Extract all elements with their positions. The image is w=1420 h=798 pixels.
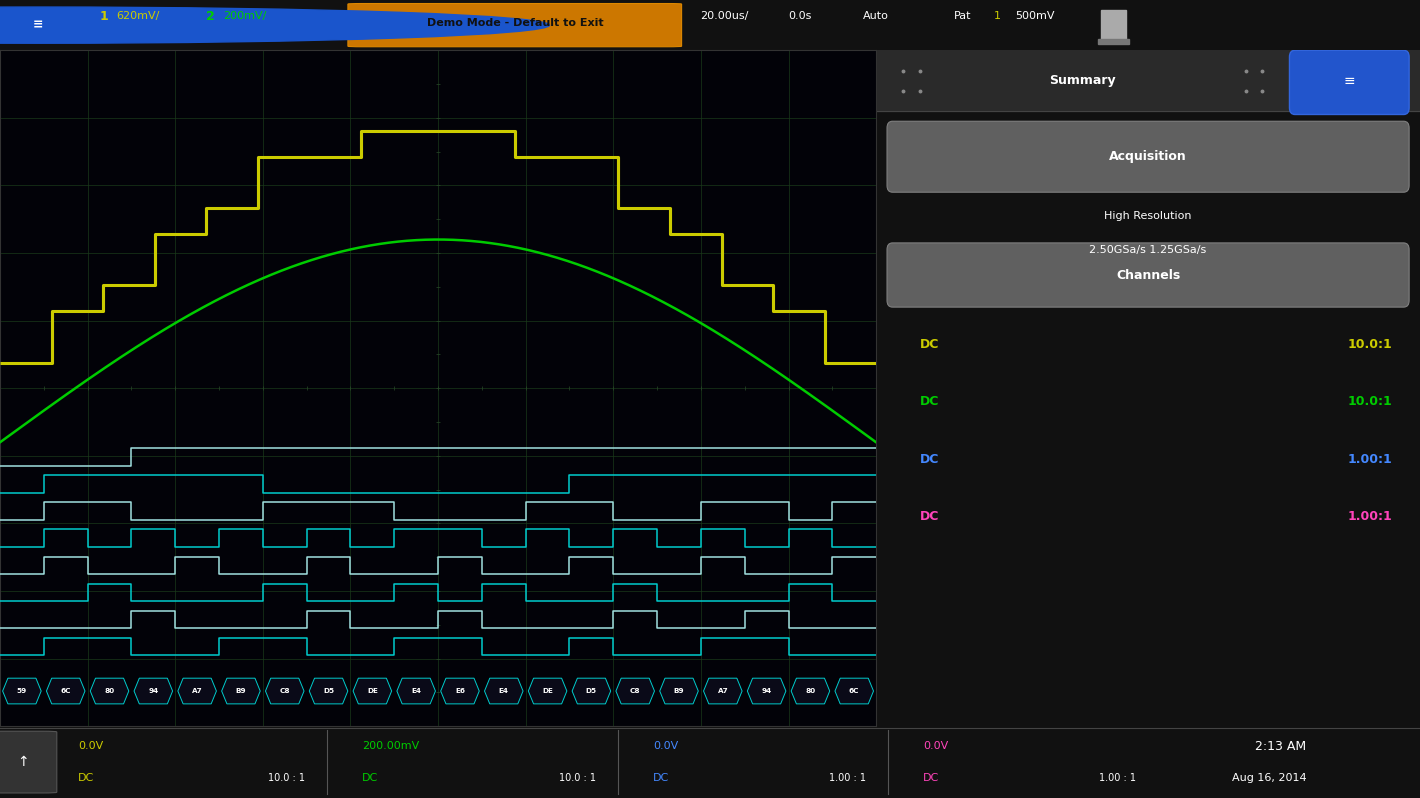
Text: 10.0:1: 10.0:1 bbox=[1348, 338, 1393, 351]
Bar bbox=[1100, 10, 1126, 43]
Text: 0.0s: 0.0s bbox=[788, 11, 811, 21]
Text: 1.00 : 1: 1.00 : 1 bbox=[1099, 773, 1136, 783]
FancyBboxPatch shape bbox=[0, 731, 57, 793]
Polygon shape bbox=[484, 678, 523, 704]
Text: E4: E4 bbox=[498, 688, 508, 694]
Text: Pat: Pat bbox=[954, 11, 971, 21]
Text: Auto: Auto bbox=[863, 11, 889, 21]
Text: DC: DC bbox=[923, 773, 939, 783]
Text: 94: 94 bbox=[148, 688, 159, 694]
Polygon shape bbox=[178, 678, 216, 704]
Polygon shape bbox=[266, 678, 304, 704]
Polygon shape bbox=[660, 678, 699, 704]
Text: D5: D5 bbox=[322, 688, 334, 694]
Text: 6C: 6C bbox=[61, 688, 71, 694]
Text: Acquisition: Acquisition bbox=[1109, 150, 1187, 163]
Text: Demo Mode - Default to Exit: Demo Mode - Default to Exit bbox=[427, 18, 604, 28]
Text: E6: E6 bbox=[454, 688, 464, 694]
Polygon shape bbox=[572, 678, 611, 704]
Polygon shape bbox=[3, 678, 41, 704]
Text: DC: DC bbox=[653, 773, 669, 783]
Text: 2:13 AM: 2:13 AM bbox=[1255, 740, 1306, 753]
Text: D5: D5 bbox=[586, 688, 596, 694]
Text: High Resolution: High Resolution bbox=[1105, 211, 1191, 221]
Text: DC: DC bbox=[920, 338, 939, 351]
Text: ≡: ≡ bbox=[1343, 73, 1355, 88]
Text: 0.0V: 0.0V bbox=[78, 741, 104, 751]
Polygon shape bbox=[747, 678, 785, 704]
Text: 20.00us/: 20.00us/ bbox=[700, 11, 748, 21]
Text: DE: DE bbox=[366, 688, 378, 694]
Text: 80: 80 bbox=[805, 688, 815, 694]
Text: 2: 2 bbox=[206, 10, 214, 22]
Bar bbox=[1098, 39, 1129, 44]
Polygon shape bbox=[354, 678, 392, 704]
Text: 1.00:1: 1.00:1 bbox=[1348, 452, 1393, 466]
Text: A7: A7 bbox=[192, 688, 203, 694]
Polygon shape bbox=[528, 678, 567, 704]
Text: 59: 59 bbox=[17, 688, 27, 694]
FancyBboxPatch shape bbox=[888, 243, 1409, 307]
Polygon shape bbox=[222, 678, 260, 704]
Text: B9: B9 bbox=[236, 688, 246, 694]
Text: C8: C8 bbox=[280, 688, 290, 694]
FancyBboxPatch shape bbox=[888, 121, 1409, 192]
Text: ↑: ↑ bbox=[17, 755, 28, 769]
Text: 0.0V: 0.0V bbox=[653, 741, 679, 751]
Text: DC: DC bbox=[920, 395, 939, 409]
Text: DC: DC bbox=[920, 510, 939, 523]
Text: B9: B9 bbox=[673, 688, 684, 694]
Text: DE: DE bbox=[542, 688, 552, 694]
Text: 6C: 6C bbox=[849, 688, 859, 694]
Text: 2.50GSa/s 1.25GSa/s: 2.50GSa/s 1.25GSa/s bbox=[1089, 245, 1207, 255]
Polygon shape bbox=[47, 678, 85, 704]
Text: 200.00mV: 200.00mV bbox=[362, 741, 419, 751]
Polygon shape bbox=[91, 678, 129, 704]
Text: 200mV/: 200mV/ bbox=[223, 11, 267, 21]
FancyBboxPatch shape bbox=[1289, 50, 1409, 114]
Circle shape bbox=[0, 7, 550, 43]
Text: 0.0V: 0.0V bbox=[923, 741, 949, 751]
Text: 500mV: 500mV bbox=[1015, 11, 1055, 21]
Text: 10.0:1: 10.0:1 bbox=[1348, 395, 1393, 409]
Text: 620mV/: 620mV/ bbox=[116, 11, 160, 21]
Polygon shape bbox=[835, 678, 873, 704]
Bar bbox=[876, 50, 1420, 111]
Text: 10.0 : 1: 10.0 : 1 bbox=[559, 773, 596, 783]
Text: E4: E4 bbox=[412, 688, 422, 694]
Polygon shape bbox=[398, 678, 436, 704]
Text: C8: C8 bbox=[630, 688, 640, 694]
FancyBboxPatch shape bbox=[348, 3, 682, 47]
Text: ≡: ≡ bbox=[33, 18, 44, 32]
Text: A7: A7 bbox=[717, 688, 728, 694]
Text: 1: 1 bbox=[994, 11, 1001, 21]
Text: 94: 94 bbox=[761, 688, 771, 694]
Polygon shape bbox=[616, 678, 655, 704]
Polygon shape bbox=[133, 678, 173, 704]
Text: 1: 1 bbox=[99, 10, 108, 22]
Text: DC: DC bbox=[920, 452, 939, 466]
Text: 1.00 : 1: 1.00 : 1 bbox=[829, 773, 866, 783]
Polygon shape bbox=[791, 678, 829, 704]
Text: Aug 16, 2014: Aug 16, 2014 bbox=[1231, 773, 1306, 783]
Text: 10.0 : 1: 10.0 : 1 bbox=[268, 773, 305, 783]
Text: Channels: Channels bbox=[1116, 269, 1180, 282]
Polygon shape bbox=[440, 678, 479, 704]
Polygon shape bbox=[703, 678, 743, 704]
Text: DC: DC bbox=[78, 773, 94, 783]
Polygon shape bbox=[310, 678, 348, 704]
Text: 80: 80 bbox=[105, 688, 115, 694]
Text: 1.00:1: 1.00:1 bbox=[1348, 510, 1393, 523]
Text: Summary: Summary bbox=[1049, 74, 1116, 87]
Text: DC: DC bbox=[362, 773, 378, 783]
